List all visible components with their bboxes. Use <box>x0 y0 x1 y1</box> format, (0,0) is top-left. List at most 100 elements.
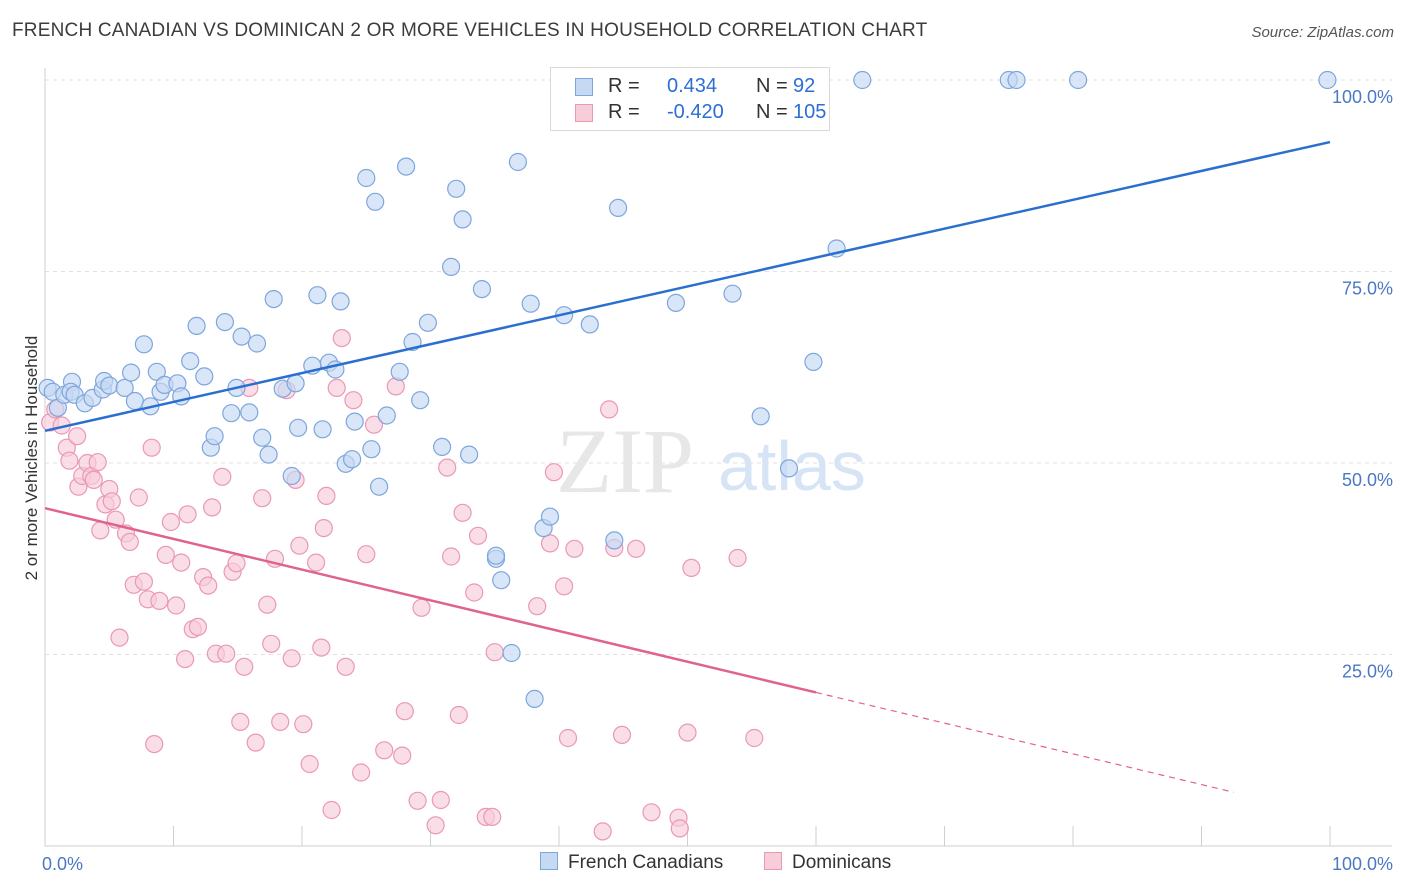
dominican-trendline-extension <box>815 691 1234 793</box>
french-legend-label: French Canadians <box>568 852 724 873</box>
dominican-point <box>642 803 661 822</box>
dominican-point <box>336 657 355 676</box>
dominican-point <box>449 705 468 725</box>
chart-title: FRENCH CANADIAN VS DOMINICAN 2 OR MORE V… <box>12 20 928 41</box>
dominican-point <box>599 400 619 419</box>
dominican-point <box>88 453 107 472</box>
dominican-point <box>134 572 153 591</box>
french-canadian-point <box>264 290 283 309</box>
dominican-point <box>314 518 333 538</box>
x-tick-label: 100.0% <box>1332 854 1393 874</box>
dominican-point <box>150 591 169 611</box>
legend-r-value: 0.434 <box>667 75 718 97</box>
dominican-point <box>322 800 341 820</box>
french-canadian-point <box>521 294 540 313</box>
dominican-point <box>332 329 351 348</box>
french-canadian-point <box>472 280 491 299</box>
french-canadian-point <box>492 571 511 590</box>
french-canadian-point <box>447 179 466 198</box>
dominican-point <box>612 725 632 745</box>
dominican-point <box>235 657 254 676</box>
legend-r-label: R = <box>608 75 640 97</box>
french-canadian-point <box>115 378 134 397</box>
french-canadian-point <box>453 210 472 229</box>
french-canadian-point <box>580 315 599 334</box>
french-canadian-point <box>240 403 259 422</box>
dominican-point <box>178 505 197 524</box>
french-canadian-point <box>331 292 350 311</box>
french-canadian-point <box>205 427 224 446</box>
dominican-point <box>544 463 564 482</box>
gridlines <box>45 79 1392 655</box>
french-canadian-point <box>286 374 305 393</box>
dominican-point <box>678 723 697 742</box>
y-tick-label: 25.0% <box>1342 662 1393 682</box>
dominican-point <box>167 596 186 615</box>
dominican-point <box>120 532 139 552</box>
french-canadian-point <box>390 362 409 381</box>
dominican-point <box>271 712 290 732</box>
dominican-point <box>468 526 488 545</box>
dominican-point <box>327 378 346 397</box>
axes <box>44 68 1392 847</box>
dominican-point <box>357 545 376 564</box>
french-canadian-point <box>377 406 396 425</box>
dominican-point <box>84 470 103 489</box>
dominican-legend-label: Dominicans <box>792 852 892 873</box>
french-canadian-point <box>313 420 332 439</box>
dominican-point <box>528 597 547 616</box>
french-canadian-point <box>460 445 479 464</box>
bottom-legend-french[interactable]: French Canadians <box>540 852 723 874</box>
dominican-point <box>670 819 689 838</box>
dominican-point <box>262 634 281 653</box>
dominican-point <box>453 503 472 522</box>
bottom-legend-dominican[interactable]: Dominicans <box>764 852 891 874</box>
dominican-point <box>682 558 701 578</box>
dominican-point <box>728 548 747 568</box>
french-canadian-point <box>397 157 416 176</box>
french-canadian-point <box>779 459 799 478</box>
french-canadian-point <box>215 313 234 332</box>
french-canadian-point <box>418 313 437 332</box>
y-tick-label: 50.0% <box>1342 470 1393 490</box>
dominican-point <box>412 598 431 617</box>
dominican-point <box>593 822 612 841</box>
dominican-point <box>142 438 161 457</box>
dominican-trendline <box>44 506 817 694</box>
dominican-point <box>176 649 195 669</box>
french-canadian-point <box>187 316 206 335</box>
french-canadian-point <box>502 643 521 663</box>
french-canadian-point <box>232 327 251 346</box>
y-tick-label: 100.0% <box>1332 87 1393 107</box>
french-canadian-point <box>605 531 624 550</box>
french-canadian-point <box>122 363 141 382</box>
y-tick-label: 75.0% <box>1342 279 1393 299</box>
dominican-point <box>554 577 574 596</box>
dominican-point <box>745 728 764 748</box>
french-canadian-point <box>370 477 389 496</box>
dominican-point <box>156 545 175 565</box>
dominican-point <box>317 486 336 505</box>
legend-n-value: 105 <box>793 101 827 123</box>
legend-swatch-blue <box>575 78 593 96</box>
french-canadian-point <box>357 168 376 188</box>
legend-n-label: N = <box>756 75 788 97</box>
dominican-point <box>307 553 326 572</box>
watermark-zip: ZIP <box>556 410 694 512</box>
french-canadian-point <box>259 445 278 464</box>
dominican-point <box>344 391 363 410</box>
dominican-point <box>626 539 646 558</box>
dominican-point <box>290 536 309 555</box>
french-canadian-point <box>853 70 872 90</box>
x-tick-label: 0.0% <box>42 854 83 874</box>
legend-n-label: N = <box>756 101 788 123</box>
french-canadian-point <box>125 391 144 411</box>
dominican-point <box>565 539 584 558</box>
dominican-point <box>67 427 87 446</box>
dominican-point <box>91 521 110 540</box>
dominican-point <box>129 488 148 507</box>
dominican-point <box>312 638 331 657</box>
dominican-point <box>227 554 246 573</box>
french-canadian-point <box>486 546 506 565</box>
dominican-point <box>431 790 450 810</box>
